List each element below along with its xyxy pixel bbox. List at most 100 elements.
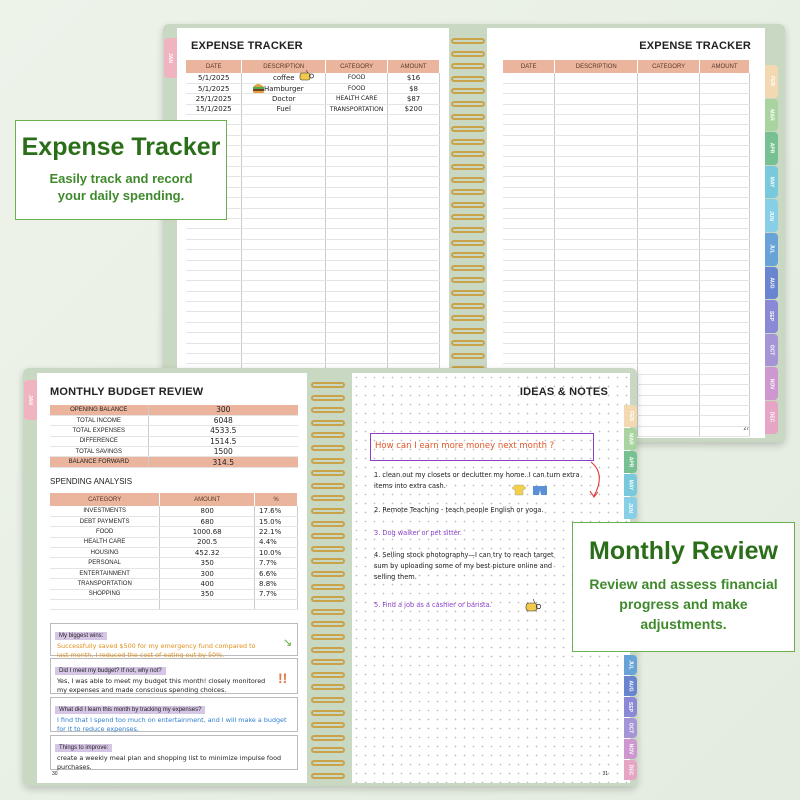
table-cell: Doctor [241,93,327,105]
tab-dec[interactable]: DEC [765,401,778,434]
page-title: EXPENSE TRACKER [191,40,303,52]
tab-feb[interactable]: FEB [765,65,778,98]
table-cell [325,280,389,292]
header-row: DATE DESCRIPTION CATEGORY AMOUNT [503,60,750,73]
tab-jul[interactable]: JUL [624,655,637,675]
page-number: 31 [602,771,608,777]
column-header: DESCRIPTION [241,60,327,73]
table-cell [699,156,750,168]
tab-label: NOV [768,378,775,390]
table-row [503,291,750,303]
table-cell [637,405,701,417]
table-cell [387,197,440,209]
note-item[interactable]: 4. Selling stock photography—I can try t… [374,551,554,581]
table-row [186,311,440,323]
spiral-ring [451,340,485,347]
table-cell [186,228,243,240]
reflection-text[interactable]: Yes, I was able to meet my budget this m… [57,677,266,694]
table-cell [503,291,556,303]
table-cell [637,332,701,344]
table-cell [325,270,389,282]
table-cell [254,599,298,611]
table-cell [637,291,701,303]
table-cell [637,395,701,407]
front-tab-jan[interactable]: JAN [24,380,37,420]
budget-label: DIFFERENCE [50,436,149,448]
tab-jun[interactable]: JUN [624,497,637,519]
tab-feb[interactable]: FEB [624,405,637,427]
note-item[interactable]: 5. Find a job as a cashier or barista. [374,601,492,609]
tab-label: JUL [768,244,775,255]
tab-sep[interactable]: SEP [765,300,778,333]
table-row [503,332,750,344]
table-cell [325,301,389,313]
reflection-box: Things to improve: create a weekly meal p… [50,735,298,771]
spending-table: CATEGORY AMOUNT% INVESTMENTS 800 17.6% DEBT P… [50,493,298,611]
table-cell [186,353,243,365]
table-cell [503,83,556,95]
table-cell [387,166,440,178]
spiral-ring [311,558,345,565]
table-cell [637,145,701,157]
table-cell: 200.5 [159,537,256,549]
table-cell [637,73,701,84]
tab-aug[interactable]: AUG [765,266,778,300]
tab-sep[interactable]: SEP [624,697,637,717]
tab-oct[interactable]: OCT [765,333,778,367]
budget-label: BALANCE FORWARD [50,456,149,468]
spiral-ring [451,214,485,221]
table-cell [637,384,701,396]
budget-label: OPENING BALANCE [50,405,149,416]
table-cell [325,239,389,251]
tab-label: AUG [768,277,775,289]
reflection-text[interactable]: create a weekly meal plan and shopping l… [57,754,282,771]
tab-nov[interactable]: NOV [765,367,778,400]
table-cell [503,187,556,199]
spiral-ring [451,164,485,170]
table-cell [503,156,556,168]
note-item[interactable]: 3. Dog walker or pet sitter. [374,529,462,537]
tab-mar[interactable]: MAR [624,428,637,450]
tab-nov[interactable]: NOV [624,739,637,759]
header-row: DATE DESCRIPTION CATEGORY AMOUNT [186,60,440,73]
note-item[interactable]: 1. clean out my closets or declutter my … [374,471,580,490]
table-cell [699,270,750,282]
table-cell: 22.1% [254,526,298,538]
tab-may[interactable]: MAY [765,165,778,199]
back-tab-jan[interactable]: JAN [164,38,177,78]
note-item[interactable]: 2. Remote Teaching - teach people Englis… [374,506,544,514]
reflection-text[interactable]: Successfully saved $500 for my emergency… [57,642,256,659]
table-cell [387,270,440,282]
table-row [503,353,750,365]
spiral-ring [451,302,485,309]
table-cell [241,239,327,251]
table-row: HOUSING 452.32 10.0% [50,547,298,559]
reflection-text[interactable]: I find that I spend too much on entertai… [57,716,287,733]
tab-apr[interactable]: APR [624,451,637,473]
spiral-ring [311,508,345,514]
tab-dec[interactable]: DEC [624,760,637,780]
table-cell [637,187,701,199]
table-row [503,228,750,240]
table-cell [186,239,243,251]
budget-row: DIFFERENCE 1514.5 [50,436,298,448]
table-cell: 5/1/2025 [186,83,243,95]
tab-oct[interactable]: OCT [624,718,637,738]
table-cell: 7.7% [254,557,298,569]
column-header: AMOUNT [159,493,256,506]
tab-aug[interactable]: AUG [624,676,637,696]
spiral-ring [451,113,485,120]
table-cell [699,332,750,344]
table-cell [637,156,701,168]
tab-apr[interactable]: APR [765,132,778,165]
tab-jun[interactable]: JUN [765,199,778,232]
tab-jul[interactable]: JUL [765,233,778,266]
table-cell [503,228,556,240]
tab-may[interactable]: MAY [624,474,637,496]
tab-mar[interactable]: MAR [765,98,778,132]
table-cell [241,249,327,261]
spiral-ring [311,747,345,754]
table-cell [325,249,389,261]
table-cell [554,228,639,240]
table-row: 5/1/2025 Hamburger FOOD $8 [186,83,440,95]
